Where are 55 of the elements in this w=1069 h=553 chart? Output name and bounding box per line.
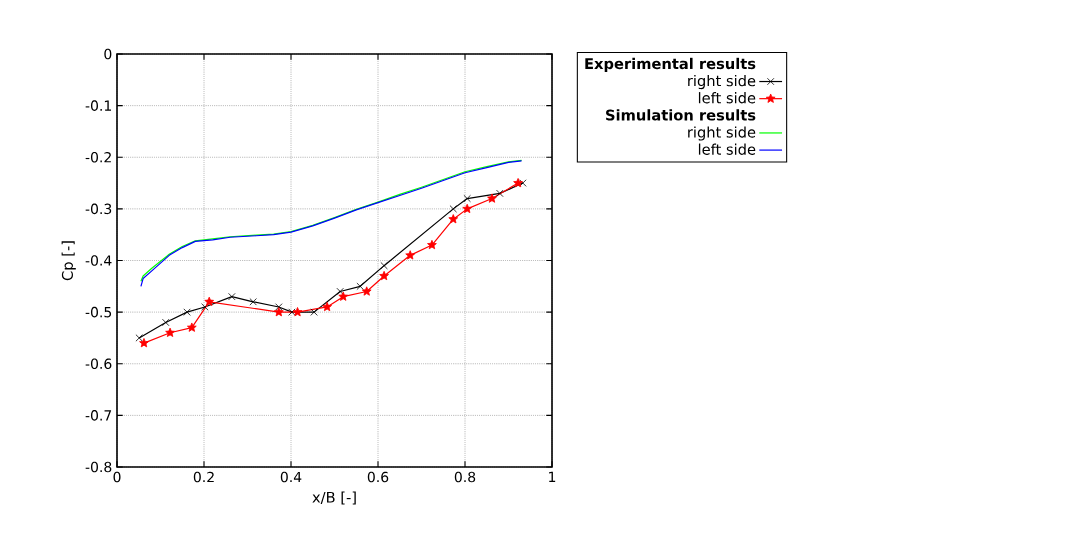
x-tick-label: 0.2 (193, 471, 214, 483)
y-tick-label: 0 (104, 48, 112, 60)
point (427, 239, 437, 250)
y-tick-label: -0.7 (85, 410, 112, 421)
x-tick-label: 0.4 (280, 471, 302, 483)
legend-label: left side (698, 92, 756, 104)
point (361, 286, 372, 296)
y-tick-label: -0.2 (85, 151, 111, 163)
text: Experimental results (585, 57, 756, 72)
point (449, 205, 457, 213)
point (487, 193, 497, 203)
point (462, 203, 473, 214)
point (183, 308, 191, 316)
point (310, 308, 318, 316)
point (322, 301, 332, 312)
y-tick-label: -0.8 (85, 461, 112, 473)
point (162, 318, 170, 327)
point (249, 298, 257, 306)
point (338, 291, 349, 301)
x-tick-label: 1 (549, 471, 556, 482)
y-tick-label: -0.6 (85, 358, 112, 370)
legend-label: right side (688, 126, 756, 141)
x-axis-title: x/B [-] (312, 491, 356, 505)
point (356, 282, 364, 291)
point (201, 303, 209, 311)
legend-label: left side (698, 143, 756, 155)
point (519, 179, 527, 187)
point (405, 250, 416, 260)
point (228, 292, 236, 301)
point (379, 270, 389, 281)
point (463, 194, 471, 203)
point (273, 307, 284, 317)
point (186, 322, 197, 332)
legend-label: right side (688, 74, 756, 90)
y-tick-label: -0.1 (85, 100, 111, 111)
y-tick-label: -0.4 (85, 255, 112, 266)
point (288, 308, 296, 316)
x-tick-label: 0.6 (367, 471, 389, 483)
x-tick-label: 0 (113, 471, 121, 483)
point (204, 296, 215, 306)
point (139, 338, 149, 348)
point (292, 307, 303, 317)
point (165, 327, 175, 337)
point (275, 303, 283, 311)
point (513, 178, 523, 188)
text: Simulation results (606, 109, 756, 121)
x-tick-label: 0.8 (454, 471, 476, 483)
y-tick-label: -0.3 (85, 203, 112, 215)
y-axis-title: Cp [-] (61, 241, 76, 281)
point (496, 189, 504, 198)
y-tick-label: -0.5 (85, 306, 112, 318)
point (380, 261, 388, 270)
point (448, 214, 459, 224)
point (336, 287, 344, 296)
point (135, 334, 143, 342)
